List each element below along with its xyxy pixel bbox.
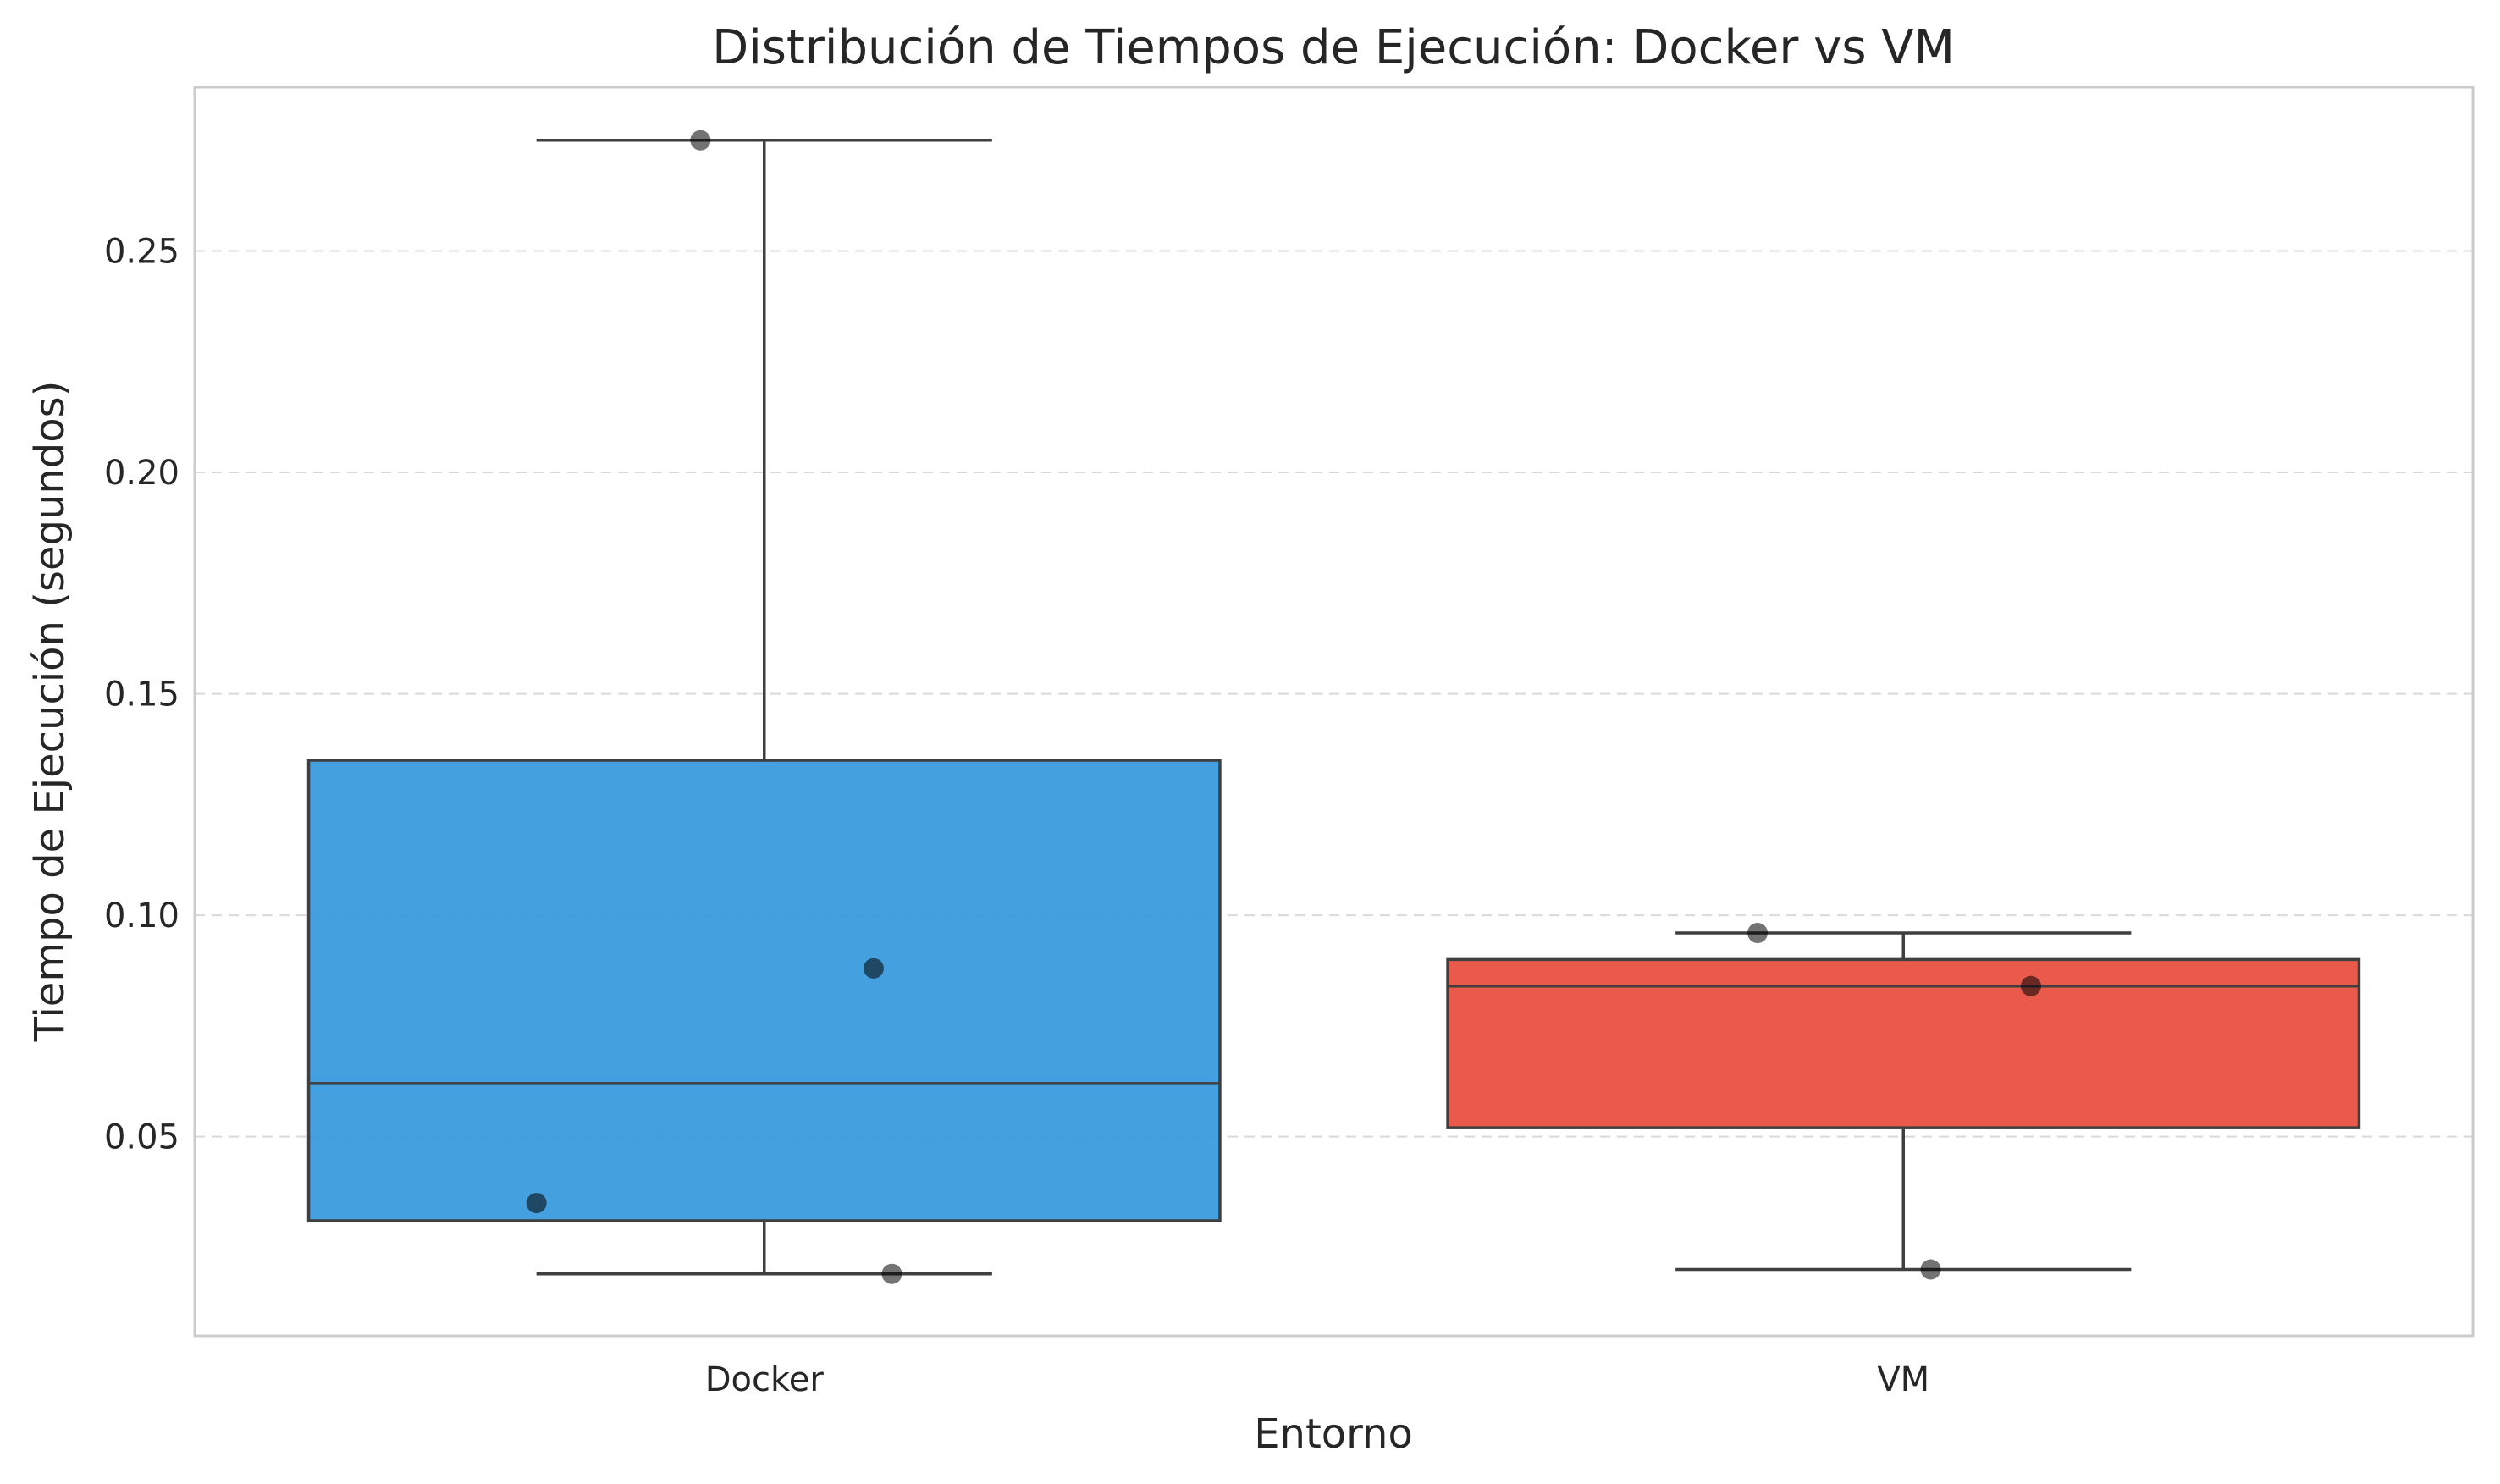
y-axis-label: Tiempo de Ejecución (segundos): [26, 381, 74, 1043]
plot-frame: [193, 86, 2475, 1338]
data-point: [690, 130, 711, 151]
data-point: [1920, 1259, 1941, 1280]
y-tick-label: 0.25: [104, 233, 179, 272]
y-axis-ticks: 0.05 0.10 0.15 0.20 0.25: [104, 233, 179, 1157]
data-point: [881, 1263, 902, 1284]
data-point: [863, 957, 884, 979]
y-tick-label: 0.05: [104, 1118, 179, 1157]
y-tick-label: 0.10: [104, 896, 179, 935]
x-axis-label: Entorno: [1254, 1410, 1413, 1458]
box-iqr: [306, 759, 1222, 1222]
y-tick-label: 0.15: [104, 676, 179, 714]
x-tick-label: Docker: [705, 1360, 825, 1399]
y-tick-label: 0.20: [104, 454, 179, 493]
box-vm: [1446, 931, 2361, 1272]
boxes: [306, 139, 2361, 1276]
data-point: [526, 1193, 547, 1214]
x-axis-ticks: Docker VM: [705, 1360, 1929, 1399]
box-docker: [306, 139, 1222, 1276]
data-points: [526, 130, 2041, 1284]
data-point: [1747, 923, 1769, 944]
data-point: [2020, 975, 2041, 996]
chart-title: Distribución de Tiempos de Ejecución: Do…: [712, 20, 1955, 75]
x-tick-label: VM: [1877, 1360, 1929, 1399]
